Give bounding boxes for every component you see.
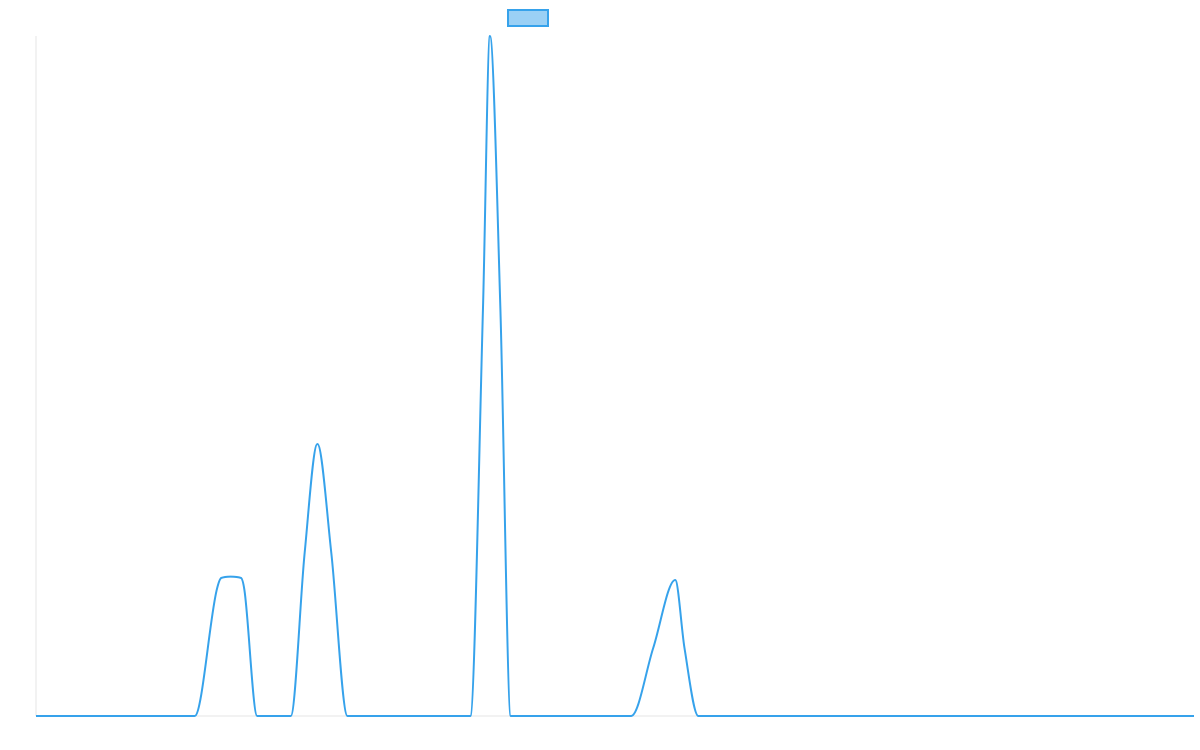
data-point[interactable]	[497, 305, 503, 311]
data-point[interactable]	[706, 713, 712, 719]
data-point[interactable]	[241, 587, 247, 593]
data-point[interactable]	[254, 713, 260, 719]
data-point[interactable]	[218, 575, 224, 581]
legend[interactable]	[507, 9, 549, 27]
data-point[interactable]	[214, 587, 220, 593]
data-point[interactable]	[487, 33, 493, 39]
data-point[interactable]	[1191, 713, 1197, 719]
data-point[interactable]	[238, 575, 244, 581]
data-point[interactable]	[192, 713, 198, 719]
data-point[interactable]	[228, 574, 234, 580]
data-point[interactable]	[302, 550, 308, 556]
data-point[interactable]	[314, 441, 320, 447]
data-point[interactable]	[508, 713, 514, 719]
legend-swatch[interactable]	[507, 9, 549, 27]
data-point[interactable]	[628, 713, 634, 719]
data-point[interactable]	[354, 713, 360, 719]
data-point[interactable]	[681, 645, 687, 651]
data-point[interactable]	[288, 713, 294, 719]
data-point[interactable]	[345, 713, 351, 719]
data-point[interactable]	[467, 713, 473, 719]
data-point[interactable]	[480, 305, 486, 311]
data-point[interactable]	[672, 577, 678, 583]
data-point[interactable]	[33, 713, 39, 719]
data-point[interactable]	[650, 645, 656, 651]
data-point[interactable]	[328, 550, 334, 556]
data-point[interactable]	[519, 713, 525, 719]
series-group	[33, 33, 1197, 719]
series-line-0[interactable]	[36, 35, 1194, 718]
data-point[interactable]	[695, 713, 701, 719]
